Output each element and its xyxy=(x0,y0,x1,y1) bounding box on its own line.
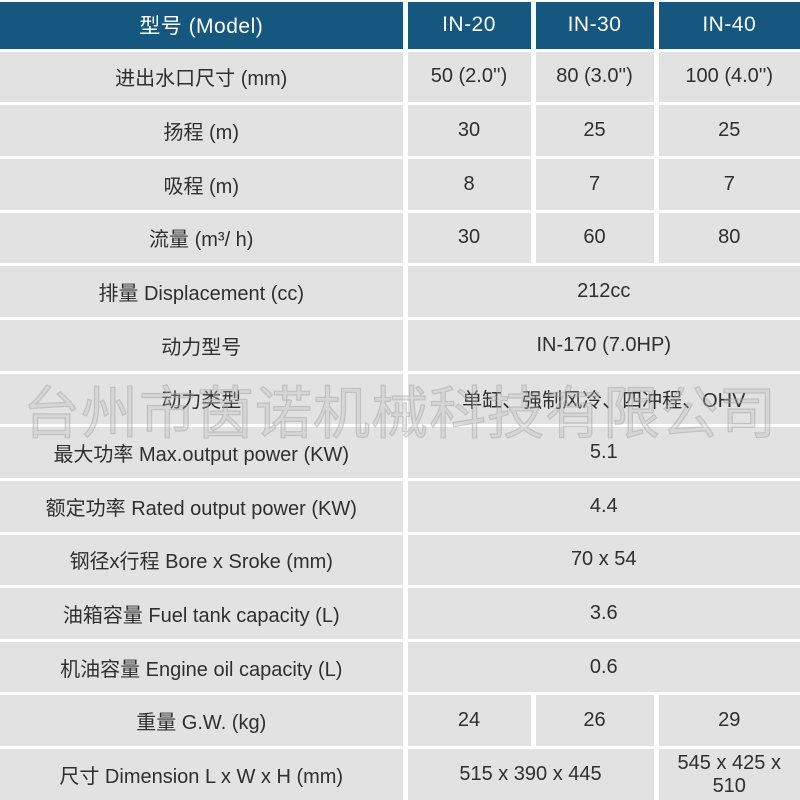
row-engine-type: 动力类型 单缸、强制风冷、四冲程、OHV xyxy=(0,370,800,426)
spec-value-span: 3.6 xyxy=(402,585,800,641)
spec-value-span: 单缸、强制风冷、四冲程、OHV xyxy=(402,370,800,426)
spec-value: 25 xyxy=(530,102,656,158)
spec-value: 7 xyxy=(530,155,656,212)
spec-label: 油箱容量 Fuel tank capacity (L) xyxy=(0,585,405,641)
spec-value: 7 xyxy=(653,155,800,212)
row-fuel-tank-capacity: 油箱容量 Fuel tank capacity (L) 3.6 xyxy=(0,585,800,641)
spec-value: 50 (2.0'') xyxy=(402,48,533,104)
spec-label: 吸程 (m) xyxy=(0,155,405,212)
row-inlet-outlet-size: 进出水口尺寸 (mm) 50 (2.0'') 80 (3.0'') 100 (4… xyxy=(0,48,800,104)
spec-value: 545 x 425 x 510 xyxy=(653,746,800,800)
row-engine-model: 动力型号 IN-170 (7.0HP) xyxy=(0,316,800,373)
row-bore-stroke: 钢径x行程 Bore x Sroke (mm) 70 x 54 xyxy=(0,531,800,587)
spec-value-span: 4.4 xyxy=(402,477,800,534)
spec-value-span: 5.1 xyxy=(402,424,800,480)
spec-label: 动力类型 xyxy=(0,370,405,426)
spec-label: 最大功率 Max.output power (KW) xyxy=(0,424,405,480)
row-head-lift: 扬程 (m) 30 25 25 xyxy=(0,102,800,158)
spec-value: 100 (4.0'') xyxy=(653,48,800,104)
row-engine-oil-capacity: 机油容量 Engine oil capacity (L) 0.6 xyxy=(0,638,800,694)
spec-value-span: IN-170 (7.0HP) xyxy=(402,316,800,373)
spec-label: 排量 Displacement (cc) xyxy=(0,263,405,319)
header-cell-attribute: 型号 (Model) xyxy=(0,0,405,51)
spec-value-span: 0.6 xyxy=(402,638,800,694)
spec-value: 30 xyxy=(402,102,533,158)
row-suction-lift: 吸程 (m) 8 7 7 xyxy=(0,155,800,212)
header-row: 型号 (Model) IN-20 IN-30 IN-40 xyxy=(0,0,800,51)
spec-value: 24 xyxy=(402,692,533,748)
spec-value: 80 (3.0'') xyxy=(530,48,656,104)
spec-value: 80 xyxy=(653,209,800,265)
spec-label: 扬程 (m) xyxy=(0,102,405,158)
spec-value: 25 xyxy=(653,102,800,158)
spec-value: 8 xyxy=(402,155,533,212)
spec-label: 进出水口尺寸 (mm) xyxy=(0,48,405,104)
spec-value-span: 70 x 54 xyxy=(402,531,800,587)
spec-label: 钢径x行程 Bore x Sroke (mm) xyxy=(0,531,405,587)
header-cell-model-in40: IN-40 xyxy=(653,0,800,51)
row-weight: 重量 G.W. (kg) 24 26 29 xyxy=(0,692,800,748)
spec-label: 额定功率 Rated output power (KW) xyxy=(0,477,405,534)
spec-label: 尺寸 Dimension L x W x H (mm) xyxy=(0,746,405,800)
row-rated-output-power: 额定功率 Rated output power (KW) 4.4 xyxy=(0,477,800,534)
header-cell-model-in30: IN-30 xyxy=(530,0,656,51)
spec-label: 重量 G.W. (kg) xyxy=(0,692,405,748)
spec-value: 26 xyxy=(530,692,656,748)
row-max-output-power: 最大功率 Max.output power (KW) 5.1 xyxy=(0,424,800,480)
row-flow-rate: 流量 (m³/ h) 30 60 80 xyxy=(0,209,800,265)
row-displacement: 排量 Displacement (cc) 212cc xyxy=(0,263,800,319)
spec-value-span: 515 x 390 x 445 xyxy=(402,746,656,800)
spec-value: 29 xyxy=(653,692,800,748)
spec-value: 60 xyxy=(530,209,656,265)
spec-label: 机油容量 Engine oil capacity (L) xyxy=(0,638,405,694)
spec-value-span: 212cc xyxy=(402,263,800,319)
spec-label: 动力型号 xyxy=(0,316,405,373)
row-dimension: 尺寸 Dimension L x W x H (mm) 515 x 390 x … xyxy=(0,746,800,800)
spec-label: 流量 (m³/ h) xyxy=(0,209,405,265)
header-cell-model-in20: IN-20 xyxy=(402,0,533,51)
spec-value: 30 xyxy=(402,209,533,265)
